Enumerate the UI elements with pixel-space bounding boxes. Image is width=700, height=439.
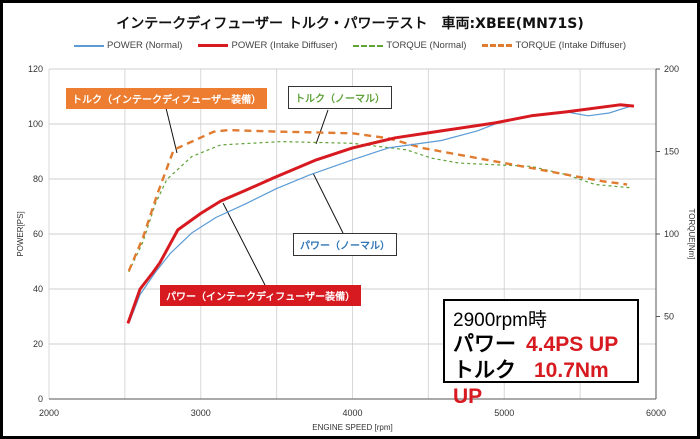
y-tick-label: 120: [28, 64, 43, 74]
x-tick-label: 6000: [646, 408, 666, 418]
y-tick-label: 0: [38, 394, 43, 404]
y2-tick-label: 50: [664, 312, 674, 322]
leader-line: [312, 172, 344, 234]
info-power-label: パワー: [453, 333, 516, 356]
y-tick-label: 20: [33, 339, 43, 349]
info-torque-row: トルク 10.7Nm UP: [453, 358, 629, 410]
info-power-row: パワー 4.4PS UP: [453, 332, 629, 358]
y2-axis-label: TORQUE[Nm]: [687, 209, 696, 260]
info-torque-label: トルク: [453, 359, 516, 382]
y2-tick-label: 100: [664, 229, 679, 239]
series-line-power-intake-diffuser: [126, 103, 635, 324]
x-tick-label: 5000: [494, 408, 514, 418]
y-tick-label: 100: [28, 119, 43, 129]
annotation-torque-normal: トルク（ノーマル）: [288, 86, 392, 109]
legend-swatch: [482, 44, 513, 47]
legend-swatch: [74, 44, 104, 47]
annotation-power-normal: パワー（ノーマル）: [293, 233, 397, 256]
legend-swatch: [198, 44, 229, 47]
legend-label: POWER (Intake Diffuser): [231, 40, 338, 51]
y-tick-label: 60: [33, 229, 43, 239]
leader-line: [315, 109, 329, 145]
chart-title: インテークディフューザー トルク・パワーテスト 車両:XBEE(MN71S): [116, 16, 584, 32]
leader-line: [222, 202, 266, 286]
legend-label: TORQUE (Intake Diffuser): [515, 40, 626, 51]
leader-line: [165, 107, 178, 154]
legend-item: TORQUE (Normal): [353, 40, 466, 51]
info-power-value: 4.4PS UP: [526, 333, 619, 356]
y2-tick-label: 150: [664, 147, 679, 157]
info-box: 2900rpm時 パワー 4.4PS UP トルク 10.7Nm UP: [443, 299, 639, 408]
series-line-torque-intake-diffuser: [127, 128, 628, 272]
legend-label: POWER (Normal): [107, 40, 183, 51]
legend-swatch: [353, 44, 384, 47]
x-tick-label: 2000: [39, 408, 59, 418]
x-tick-label: 3000: [191, 408, 211, 418]
legend-item: POWER (Intake Diffuser): [198, 40, 337, 51]
y-tick-label: 80: [33, 174, 43, 184]
y-axis-label: POWER[PS]: [16, 211, 25, 256]
y-tick-label: 40: [33, 284, 43, 294]
x-axis-label: ENGINE SPEED [rpm]: [312, 423, 392, 432]
legend-label: TORQUE (Normal): [386, 40, 467, 51]
annotation-power-diffuser: パワー（インテークディフューザー装備）: [160, 285, 362, 306]
annotation-torque-diffuser: トルク（インテークディフューザー装備）: [66, 88, 268, 109]
y2-tick-label: 200: [664, 64, 679, 74]
info-torque-value: 10.7Nm UP: [453, 359, 609, 408]
legend-item: TORQUE (Intake Diffuser): [482, 40, 626, 51]
legend-item: POWER (Normal): [74, 40, 182, 51]
legend: POWER (Normal) POWER (Intake Diffuser) TOR…: [3, 40, 697, 51]
x-tick-label: 4000: [342, 408, 362, 418]
info-heading: 2900rpm時: [453, 310, 547, 331]
